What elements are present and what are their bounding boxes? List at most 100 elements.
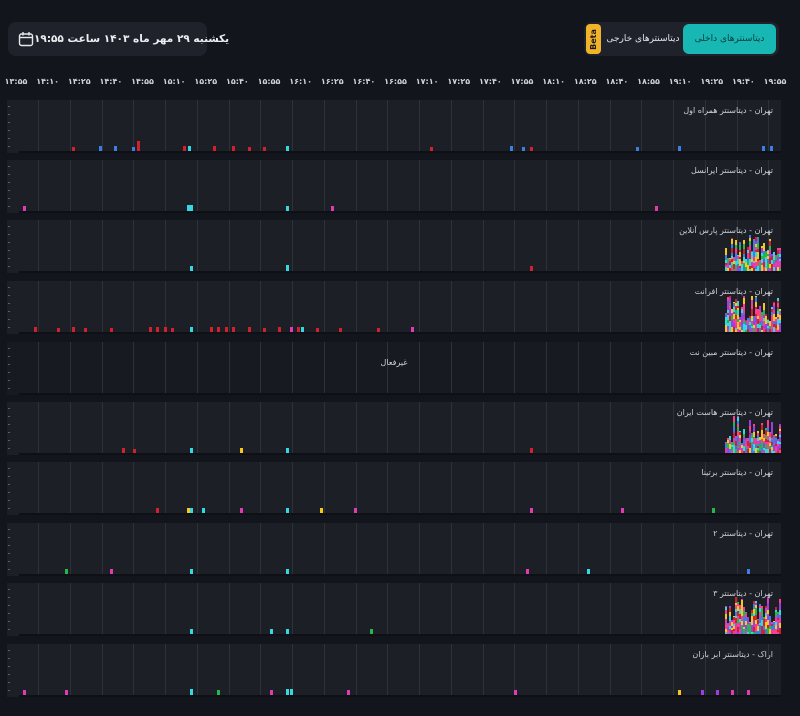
status-bar xyxy=(759,615,761,619)
status-bar xyxy=(262,328,266,332)
status-bar xyxy=(775,607,777,610)
status-bar xyxy=(759,306,761,307)
status-bar xyxy=(759,440,761,444)
status-bar xyxy=(753,245,755,249)
status-bar xyxy=(757,238,759,243)
status-bar xyxy=(751,309,753,311)
status-bar xyxy=(755,605,757,608)
status-bar xyxy=(209,327,213,332)
status-bar xyxy=(767,256,769,259)
grid-line xyxy=(260,583,262,636)
status-bar xyxy=(771,438,773,440)
status-bar xyxy=(757,328,759,332)
status-bar xyxy=(727,297,729,301)
status-bar xyxy=(262,147,266,151)
status-bar xyxy=(725,317,727,322)
status-bar xyxy=(731,313,733,316)
status-bar xyxy=(741,619,743,621)
grid-line xyxy=(355,402,357,455)
status-bar xyxy=(749,259,751,263)
status-bar xyxy=(761,312,763,313)
grid-line xyxy=(673,402,674,455)
status-bar xyxy=(747,325,749,329)
status-bar xyxy=(737,441,739,446)
status-bar xyxy=(775,434,777,436)
tab-external-datacenters[interactable]: دیتاسنترهای خارجی xyxy=(606,34,680,44)
grid-line xyxy=(292,583,293,636)
status-bar xyxy=(733,620,735,624)
status-bar xyxy=(747,265,749,268)
grid-line xyxy=(323,342,325,395)
status-bar xyxy=(270,629,274,634)
status-bar xyxy=(779,265,781,269)
grid-line xyxy=(482,342,484,395)
status-bar xyxy=(765,622,767,627)
tab-internal-datacenters[interactable]: دیتاسنترهای داخلی xyxy=(683,24,776,54)
grid-line xyxy=(673,583,674,636)
grid-line xyxy=(133,583,135,636)
status-bar xyxy=(761,263,763,265)
y-tick xyxy=(8,226,10,227)
status-bar xyxy=(747,629,749,632)
status-bar xyxy=(771,434,773,438)
time-axis: ۱۳:۵۵ ۱۴:۱۰ ۱۴:۲۵ ۱۴:۴۰ ۱۴:۵۵ ۱۵:۱۰ ۱۵:۲۵ ۱۵:۴۰… xyxy=(0,77,800,93)
grid-line xyxy=(482,220,484,273)
grid-line xyxy=(260,220,262,273)
status-bar xyxy=(64,569,68,574)
status-bar xyxy=(725,250,727,255)
grid-line xyxy=(101,342,103,395)
status-bar xyxy=(765,251,767,252)
status-bar xyxy=(749,318,751,322)
status-bar xyxy=(72,327,76,332)
status-bar xyxy=(749,625,751,629)
status-bar xyxy=(749,245,751,250)
status-bar xyxy=(729,436,731,440)
grid-line xyxy=(514,583,516,636)
status-bar xyxy=(735,319,737,324)
status-bar xyxy=(755,440,757,445)
grid-line xyxy=(673,160,674,213)
status-bar xyxy=(757,257,759,259)
status-bar xyxy=(735,603,737,605)
status-bar xyxy=(771,624,773,626)
grid-line xyxy=(165,100,166,153)
status-bar xyxy=(725,248,727,250)
status-bar xyxy=(779,429,781,431)
status-bar xyxy=(763,617,765,619)
grid-line xyxy=(482,100,484,153)
status-bar xyxy=(773,310,775,314)
status-bar xyxy=(735,616,737,618)
status-bar xyxy=(777,625,779,630)
date-text: یکشنبه ۲۹ مهر ماه ۱۴۰۳ ساعت ۱۹:۵۵ xyxy=(34,33,230,45)
y-tick xyxy=(8,529,10,530)
status-bar xyxy=(755,252,757,257)
status-bar xyxy=(729,608,731,612)
grid-line xyxy=(546,462,547,515)
date-display[interactable]: یکشنبه ۲۹ مهر ماه ۱۴۰۳ ساعت ۱۹:۵۵ xyxy=(8,22,229,56)
status-bar xyxy=(749,238,751,241)
status-bar xyxy=(743,607,745,611)
grid-line xyxy=(69,523,71,576)
status-bar xyxy=(749,622,751,623)
status-bar xyxy=(775,319,777,322)
status-bar xyxy=(769,268,771,271)
status-bar xyxy=(759,604,761,606)
grid-line xyxy=(165,220,166,273)
status-bar xyxy=(735,241,737,243)
grid-line xyxy=(546,160,547,213)
status-bar xyxy=(757,448,759,450)
y-tick xyxy=(8,295,10,296)
grid-line xyxy=(673,644,674,697)
status-bar xyxy=(753,426,755,430)
status-bar xyxy=(190,205,194,211)
status-bar xyxy=(777,446,779,451)
status-bar xyxy=(725,255,727,260)
y-tick xyxy=(8,424,10,425)
grid-line xyxy=(38,160,39,213)
grid-line xyxy=(577,462,579,515)
grid-line xyxy=(196,100,198,153)
status-bar xyxy=(771,307,773,309)
status-bar xyxy=(729,606,731,608)
status-bar xyxy=(753,601,755,604)
status-bar xyxy=(725,629,727,632)
